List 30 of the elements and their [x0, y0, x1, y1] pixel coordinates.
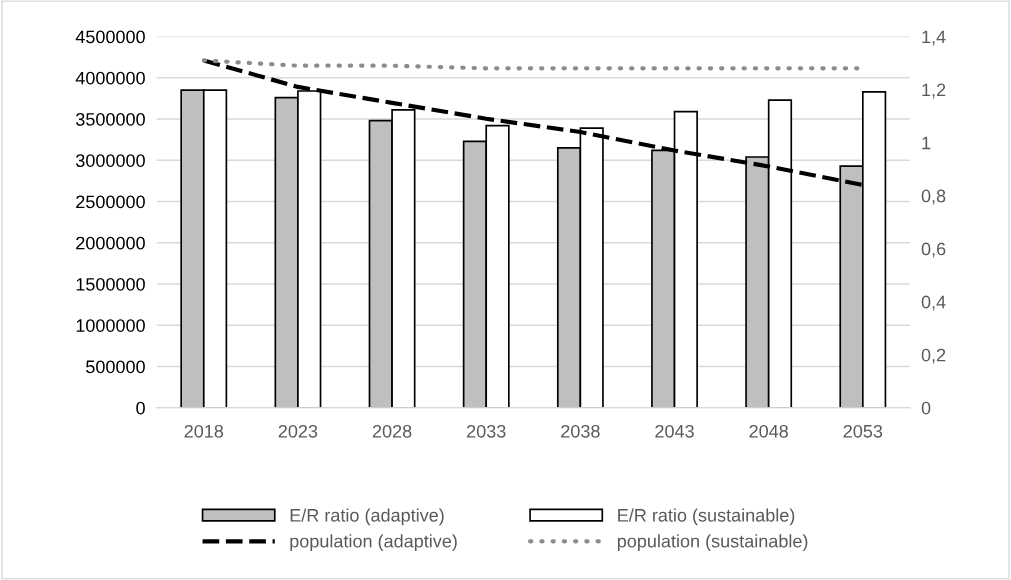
x-tick-label: 2038 — [561, 424, 600, 438]
y2-tick-label: 0 — [921, 401, 931, 415]
y-tick-label: 4000000 — [75, 71, 145, 85]
y2-tick-label: 1,4 — [922, 30, 946, 46]
legend-label: E/R ratio (adaptive) — [290, 508, 444, 526]
legend-label: population (sustainable) — [617, 534, 808, 552]
x-tick-label: 2053 — [843, 424, 883, 438]
x-tick-label: 2028 — [372, 424, 412, 438]
x-tick-label: 2043 — [655, 424, 694, 438]
y-tick-label: 2000000 — [76, 236, 145, 250]
x-tick-label: 2023 — [278, 424, 318, 438]
legend-label: E/R ratio (sustainable) — [618, 508, 795, 526]
y-tick-label: 3500000 — [76, 112, 145, 126]
y-tick-label: 500000 — [86, 360, 145, 374]
x-tick-label: 2018 — [184, 424, 224, 438]
y2-tick-label: 1 — [922, 136, 931, 150]
y-tick-label: 1500000 — [76, 277, 145, 291]
y2-tick-label: 0,8 — [921, 189, 946, 205]
y-tick-label: 3000000 — [76, 154, 145, 167]
y-tick-label: 1000000 — [76, 319, 145, 332]
y-tick-label: 0 — [136, 401, 145, 415]
x-tick-label: 2033 — [467, 424, 506, 438]
x-tick-label: 2048 — [749, 424, 788, 438]
y-tick-label: 2500000 — [76, 195, 145, 209]
y2-tick-label: 0,4 — [921, 295, 946, 311]
y2-tick-label: 0,2 — [921, 348, 946, 364]
y-tick-label: 4500000 — [75, 30, 145, 44]
y2-tick-label: 0,6 — [921, 242, 946, 258]
y2-tick-label: 1,2 — [922, 83, 946, 99]
legend-label: population (adaptive) — [290, 534, 457, 552]
